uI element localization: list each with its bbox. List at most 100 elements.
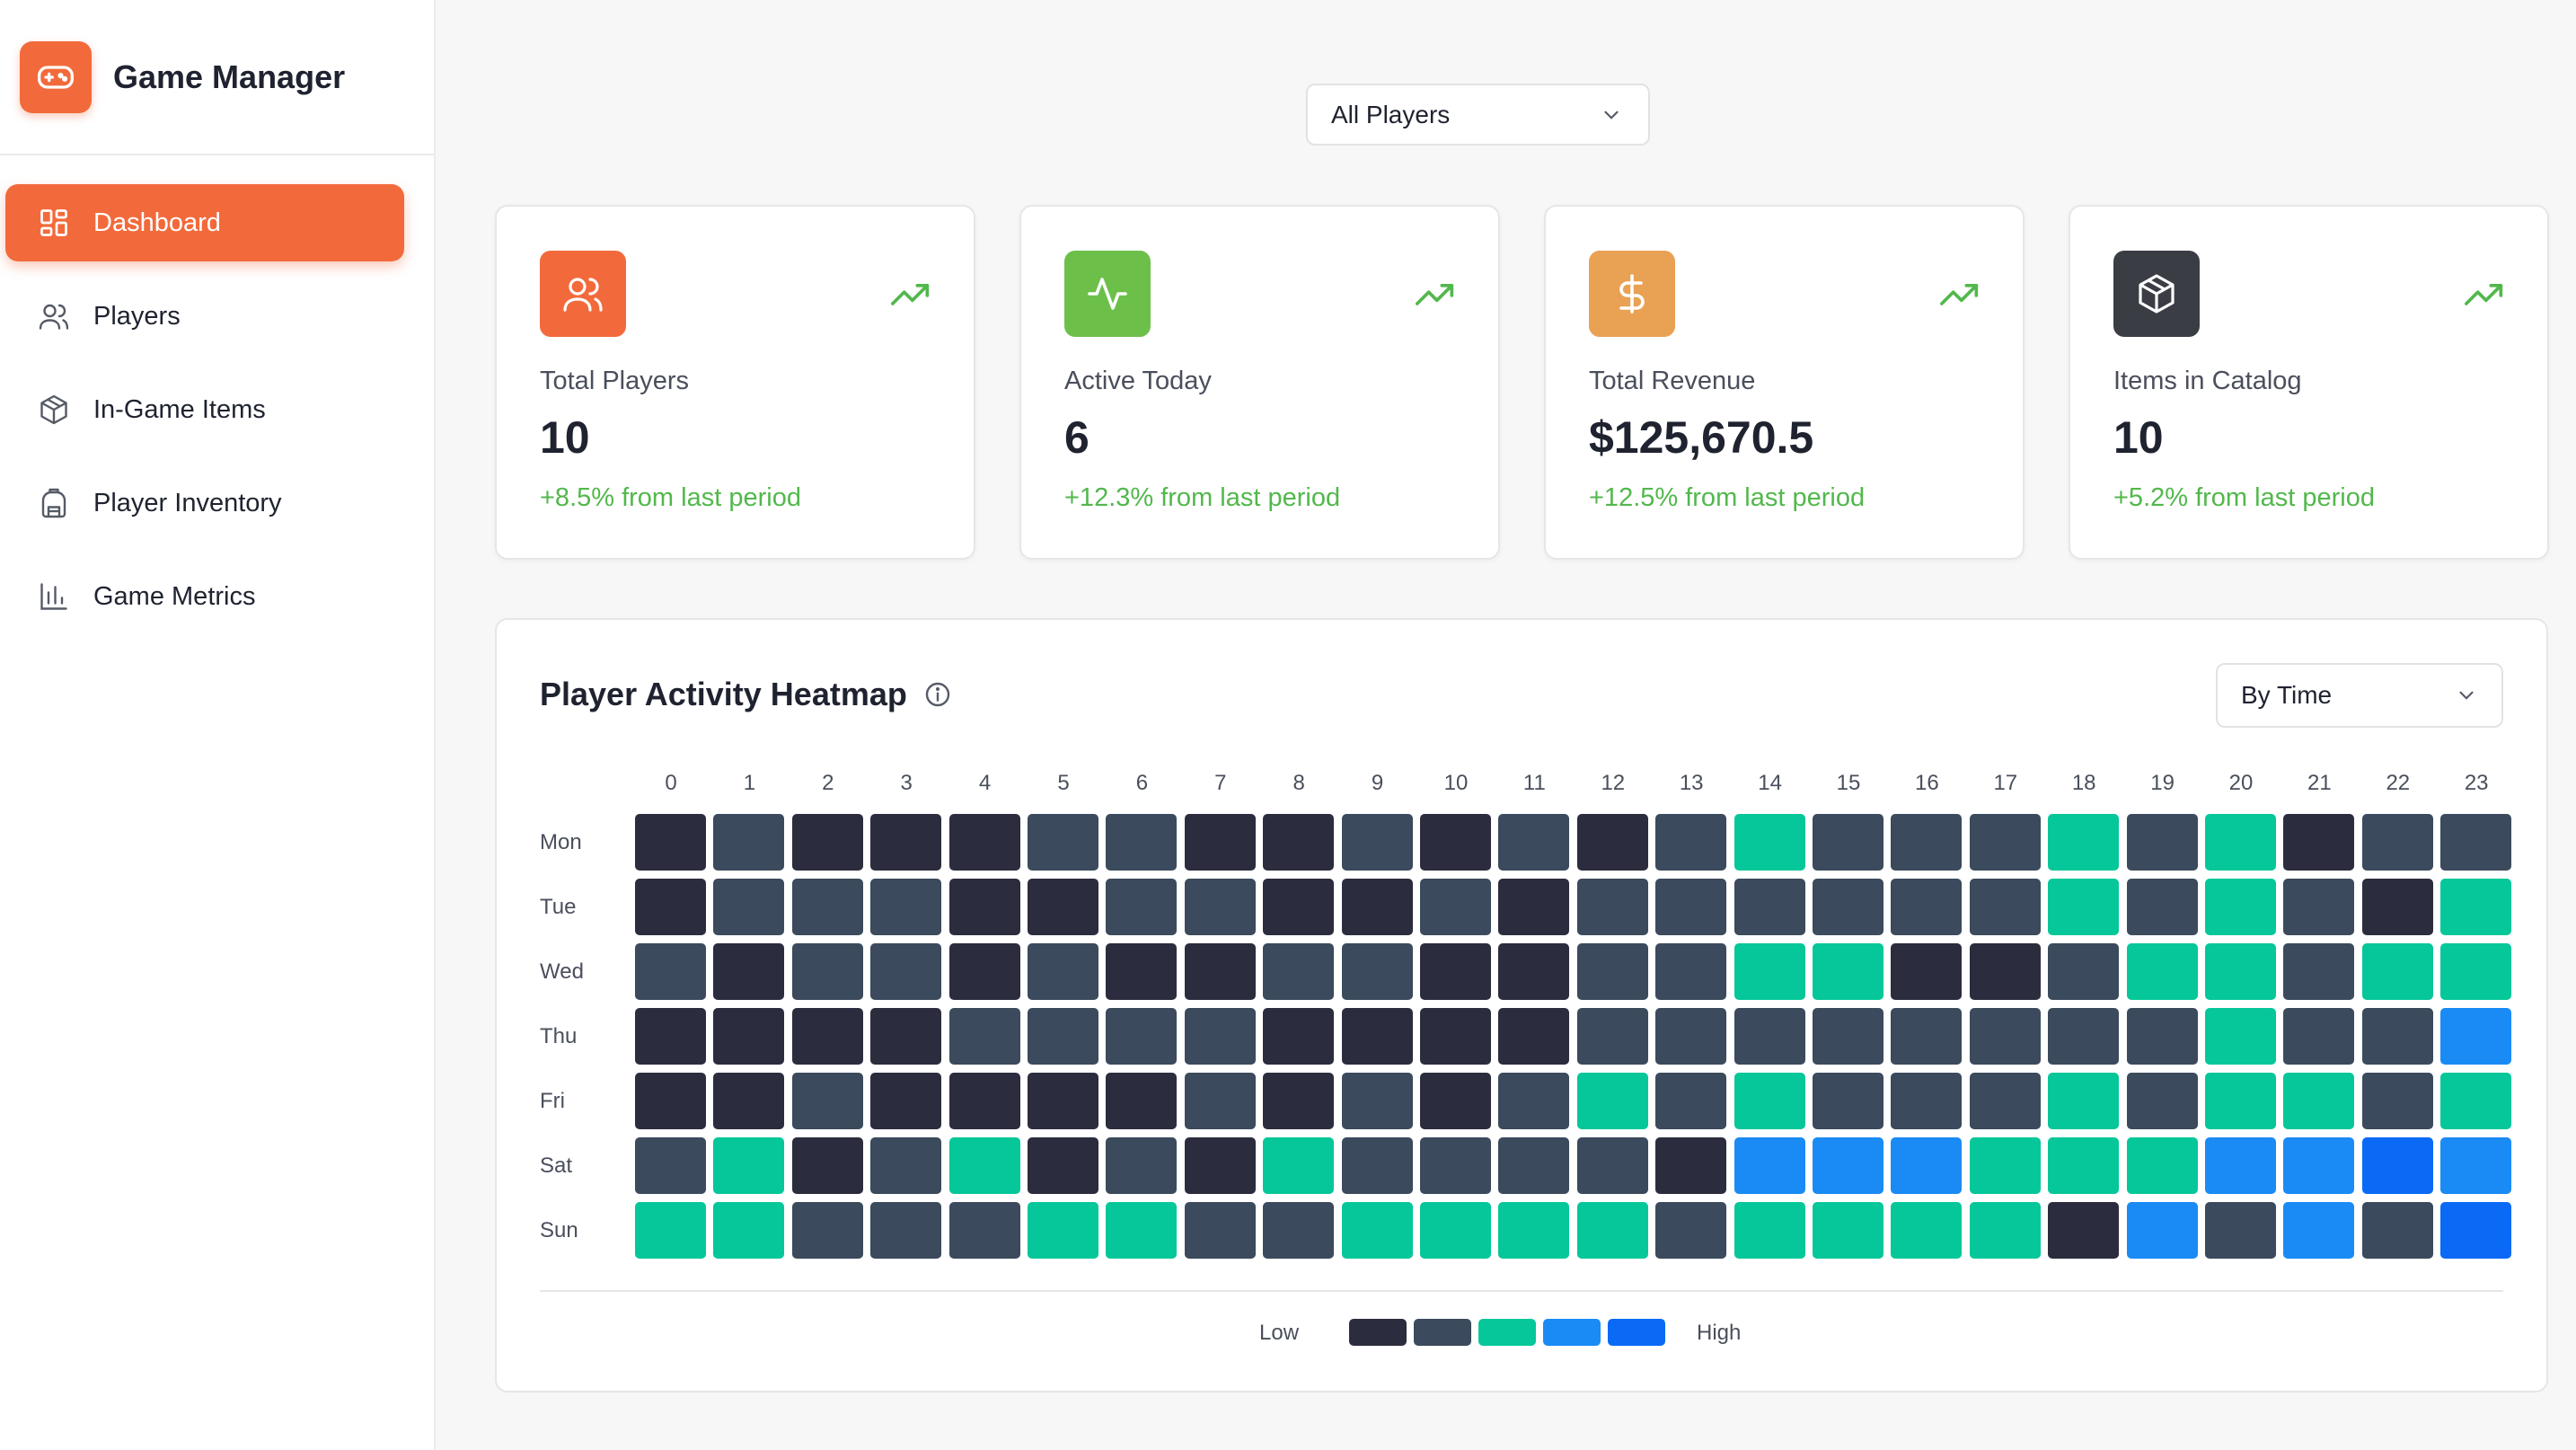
- heatmap-cell[interactable]: [1263, 814, 1335, 871]
- sidebar-item-dashboard[interactable]: Dashboard: [5, 184, 404, 261]
- heatmap-cell[interactable]: [2361, 1202, 2433, 1259]
- heatmap-cell[interactable]: [713, 1008, 785, 1065]
- heatmap-cell[interactable]: [1028, 1073, 1098, 1129]
- heatmap-cell[interactable]: [1891, 1137, 1963, 1194]
- heatmap-cell[interactable]: [1420, 814, 1491, 871]
- heatmap-cell[interactable]: [2283, 943, 2355, 1000]
- heatmap-cell[interactable]: [1498, 814, 1570, 871]
- heatmap-cell[interactable]: [1734, 1137, 1805, 1194]
- heatmap-cell[interactable]: [1184, 943, 1256, 1000]
- heatmap-cell[interactable]: [1420, 1073, 1491, 1129]
- heatmap-cell[interactable]: [870, 1073, 942, 1129]
- heatmap-cell[interactable]: [2205, 814, 2276, 871]
- heatmap-cell[interactable]: [1106, 879, 1178, 935]
- sidebar-item-game-metrics[interactable]: Game Metrics: [5, 558, 404, 635]
- heatmap-cell[interactable]: [870, 1137, 942, 1194]
- heatmap-cell[interactable]: [1891, 1073, 1963, 1129]
- heatmap-cell[interactable]: [2440, 943, 2512, 1000]
- heatmap-cell[interactable]: [1734, 1202, 1805, 1259]
- heatmap-cell[interactable]: [870, 814, 942, 871]
- heatmap-cell[interactable]: [635, 1202, 706, 1259]
- heatmap-cell[interactable]: [1420, 1137, 1491, 1194]
- heatmap-cell[interactable]: [1734, 1073, 1805, 1129]
- heatmap-cell[interactable]: [1341, 1073, 1413, 1129]
- heatmap-cell[interactable]: [1263, 1073, 1335, 1129]
- heatmap-cell[interactable]: [1576, 1008, 1648, 1065]
- heatmap-cell[interactable]: [948, 1008, 1020, 1065]
- heatmap-cell[interactable]: [2048, 943, 2120, 1000]
- heatmap-cell[interactable]: [1263, 1137, 1335, 1194]
- heatmap-cell[interactable]: [635, 1008, 706, 1065]
- heatmap-cell[interactable]: [1576, 1137, 1648, 1194]
- heatmap-cell[interactable]: [1028, 1008, 1098, 1065]
- sidebar-item-players[interactable]: Players: [5, 278, 404, 355]
- heatmap-cell[interactable]: [1341, 1137, 1413, 1194]
- heatmap-cell[interactable]: [713, 1137, 785, 1194]
- heatmap-cell[interactable]: [2205, 879, 2276, 935]
- heatmap-cell[interactable]: [1891, 879, 1963, 935]
- heatmap-cell[interactable]: [1263, 879, 1335, 935]
- heatmap-cell[interactable]: [2283, 1073, 2355, 1129]
- heatmap-cell[interactable]: [1028, 814, 1098, 871]
- heatmap-cell[interactable]: [2440, 879, 2512, 935]
- heatmap-cell[interactable]: [2048, 1137, 2120, 1194]
- heatmap-cell[interactable]: [1184, 1008, 1256, 1065]
- heatmap-cell[interactable]: [2283, 1008, 2355, 1065]
- heatmap-cell[interactable]: [635, 943, 706, 1000]
- heatmap-cell[interactable]: [791, 1008, 863, 1065]
- heatmap-cell[interactable]: [2283, 814, 2355, 871]
- heatmap-cell[interactable]: [791, 814, 863, 871]
- heatmap-cell[interactable]: [1341, 814, 1413, 871]
- heatmap-cell[interactable]: [1576, 879, 1648, 935]
- heatmap-cell[interactable]: [2205, 1137, 2276, 1194]
- heatmap-cell[interactable]: [2361, 1008, 2433, 1065]
- heatmap-cell[interactable]: [1498, 943, 1570, 1000]
- heatmap-cell[interactable]: [791, 1202, 863, 1259]
- heatmap-cell[interactable]: [870, 1202, 942, 1259]
- heatmap-cell[interactable]: [2361, 1137, 2433, 1194]
- heatmap-cell[interactable]: [2440, 1073, 2512, 1129]
- heatmap-cell[interactable]: [1420, 943, 1491, 1000]
- heatmap-cell[interactable]: [1655, 1073, 1727, 1129]
- heatmap-cell[interactable]: [870, 1008, 942, 1065]
- heatmap-cell[interactable]: [1576, 943, 1648, 1000]
- heatmap-cell[interactable]: [1576, 1073, 1648, 1129]
- heatmap-cell[interactable]: [2440, 814, 2512, 871]
- heatmap-cell[interactable]: [1655, 1202, 1727, 1259]
- heatmap-cell[interactable]: [948, 879, 1020, 935]
- heatmap-cell[interactable]: [1969, 1137, 2041, 1194]
- heatmap-cell[interactable]: [1420, 1008, 1491, 1065]
- heatmap-cell[interactable]: [1498, 1008, 1570, 1065]
- heatmap-cell[interactable]: [2126, 943, 2198, 1000]
- heatmap-cell[interactable]: [948, 1137, 1020, 1194]
- heatmap-cell[interactable]: [1028, 1202, 1098, 1259]
- heatmap-cell[interactable]: [2283, 1202, 2355, 1259]
- heatmap-cell[interactable]: [1420, 879, 1491, 935]
- heatmap-cell[interactable]: [1813, 1137, 1883, 1194]
- heatmap-cell[interactable]: [791, 879, 863, 935]
- heatmap-cell[interactable]: [1263, 1008, 1335, 1065]
- heatmap-cell[interactable]: [1734, 943, 1805, 1000]
- heatmap-cell[interactable]: [791, 943, 863, 1000]
- heatmap-cell[interactable]: [1576, 1202, 1648, 1259]
- sidebar-item-in-game-items[interactable]: In-Game Items: [5, 371, 404, 448]
- heatmap-cell[interactable]: [713, 1202, 785, 1259]
- heatmap-cell[interactable]: [1106, 1202, 1178, 1259]
- heatmap-cell[interactable]: [2126, 1202, 2198, 1259]
- heatmap-mode-select[interactable]: By Time: [2216, 663, 2503, 728]
- heatmap-cell[interactable]: [1184, 1202, 1256, 1259]
- heatmap-cell[interactable]: [1969, 879, 2041, 935]
- heatmap-cell[interactable]: [1969, 1008, 2041, 1065]
- heatmap-cell[interactable]: [1106, 1137, 1178, 1194]
- heatmap-cell[interactable]: [1655, 1008, 1727, 1065]
- heatmap-cell[interactable]: [2440, 1137, 2512, 1194]
- heatmap-cell[interactable]: [1655, 943, 1727, 1000]
- heatmap-cell[interactable]: [1734, 879, 1805, 935]
- heatmap-cell[interactable]: [1891, 814, 1963, 871]
- heatmap-cell[interactable]: [1813, 879, 1883, 935]
- heatmap-cell[interactable]: [791, 1137, 863, 1194]
- heatmap-cell[interactable]: [1655, 879, 1727, 935]
- heatmap-cell[interactable]: [1655, 814, 1727, 871]
- heatmap-cell[interactable]: [2205, 1073, 2276, 1129]
- heatmap-cell[interactable]: [2126, 814, 2198, 871]
